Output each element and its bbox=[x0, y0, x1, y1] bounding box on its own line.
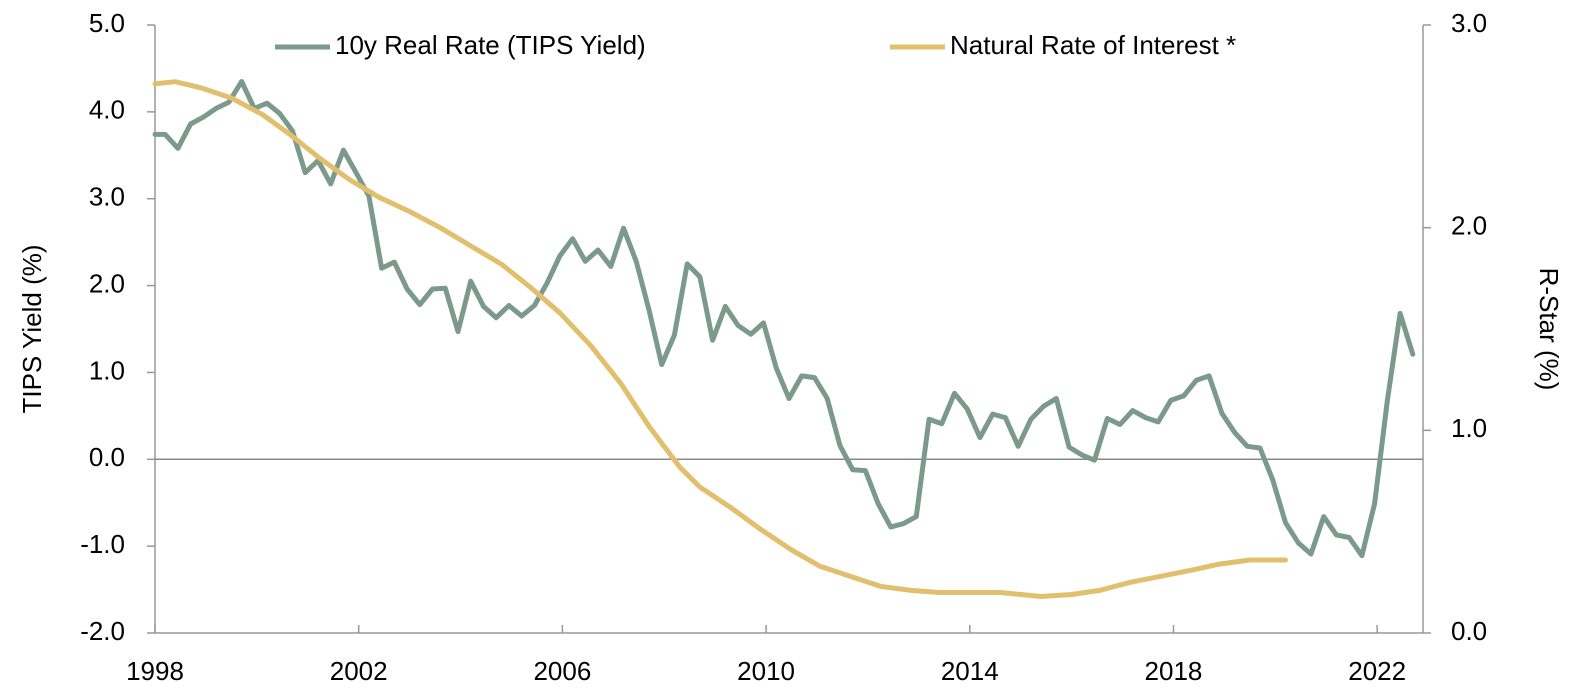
y-tick-label: 3.0 bbox=[89, 182, 125, 212]
x-tick-label: 2010 bbox=[737, 656, 795, 686]
x-tick-label: 1998 bbox=[126, 656, 184, 686]
y-tick-label: 5.0 bbox=[89, 8, 125, 38]
x-tick-label: 2022 bbox=[1348, 656, 1406, 686]
x-tick-label: 2014 bbox=[941, 656, 999, 686]
y-tick-label: 2.0 bbox=[89, 268, 125, 298]
x-tick-label: 2002 bbox=[330, 656, 388, 686]
y-axis-label: TIPS Yield (%) bbox=[17, 244, 47, 413]
y2-axis-label: R-Star (%) bbox=[1534, 268, 1564, 391]
y2-tick-label: 0.0 bbox=[1451, 616, 1487, 646]
legend-label: Natural Rate of Interest * bbox=[950, 30, 1236, 60]
x-tick-label: 2018 bbox=[1145, 656, 1203, 686]
y-tick-label: 0.0 bbox=[89, 442, 125, 472]
y-tick-label: -1.0 bbox=[80, 529, 125, 559]
x-tick-label: 2006 bbox=[533, 656, 591, 686]
y2-tick-label: 3.0 bbox=[1451, 8, 1487, 38]
y-tick-label: 4.0 bbox=[89, 95, 125, 125]
legend-label: 10y Real Rate (TIPS Yield) bbox=[335, 30, 646, 60]
series-line bbox=[152, 79, 1416, 559]
y2-tick-label: 1.0 bbox=[1451, 413, 1487, 443]
y-tick-label: 1.0 bbox=[89, 355, 125, 385]
y-tick-label: -2.0 bbox=[80, 616, 125, 646]
y2-tick-label: 2.0 bbox=[1451, 211, 1487, 241]
series-line bbox=[152, 79, 1288, 599]
